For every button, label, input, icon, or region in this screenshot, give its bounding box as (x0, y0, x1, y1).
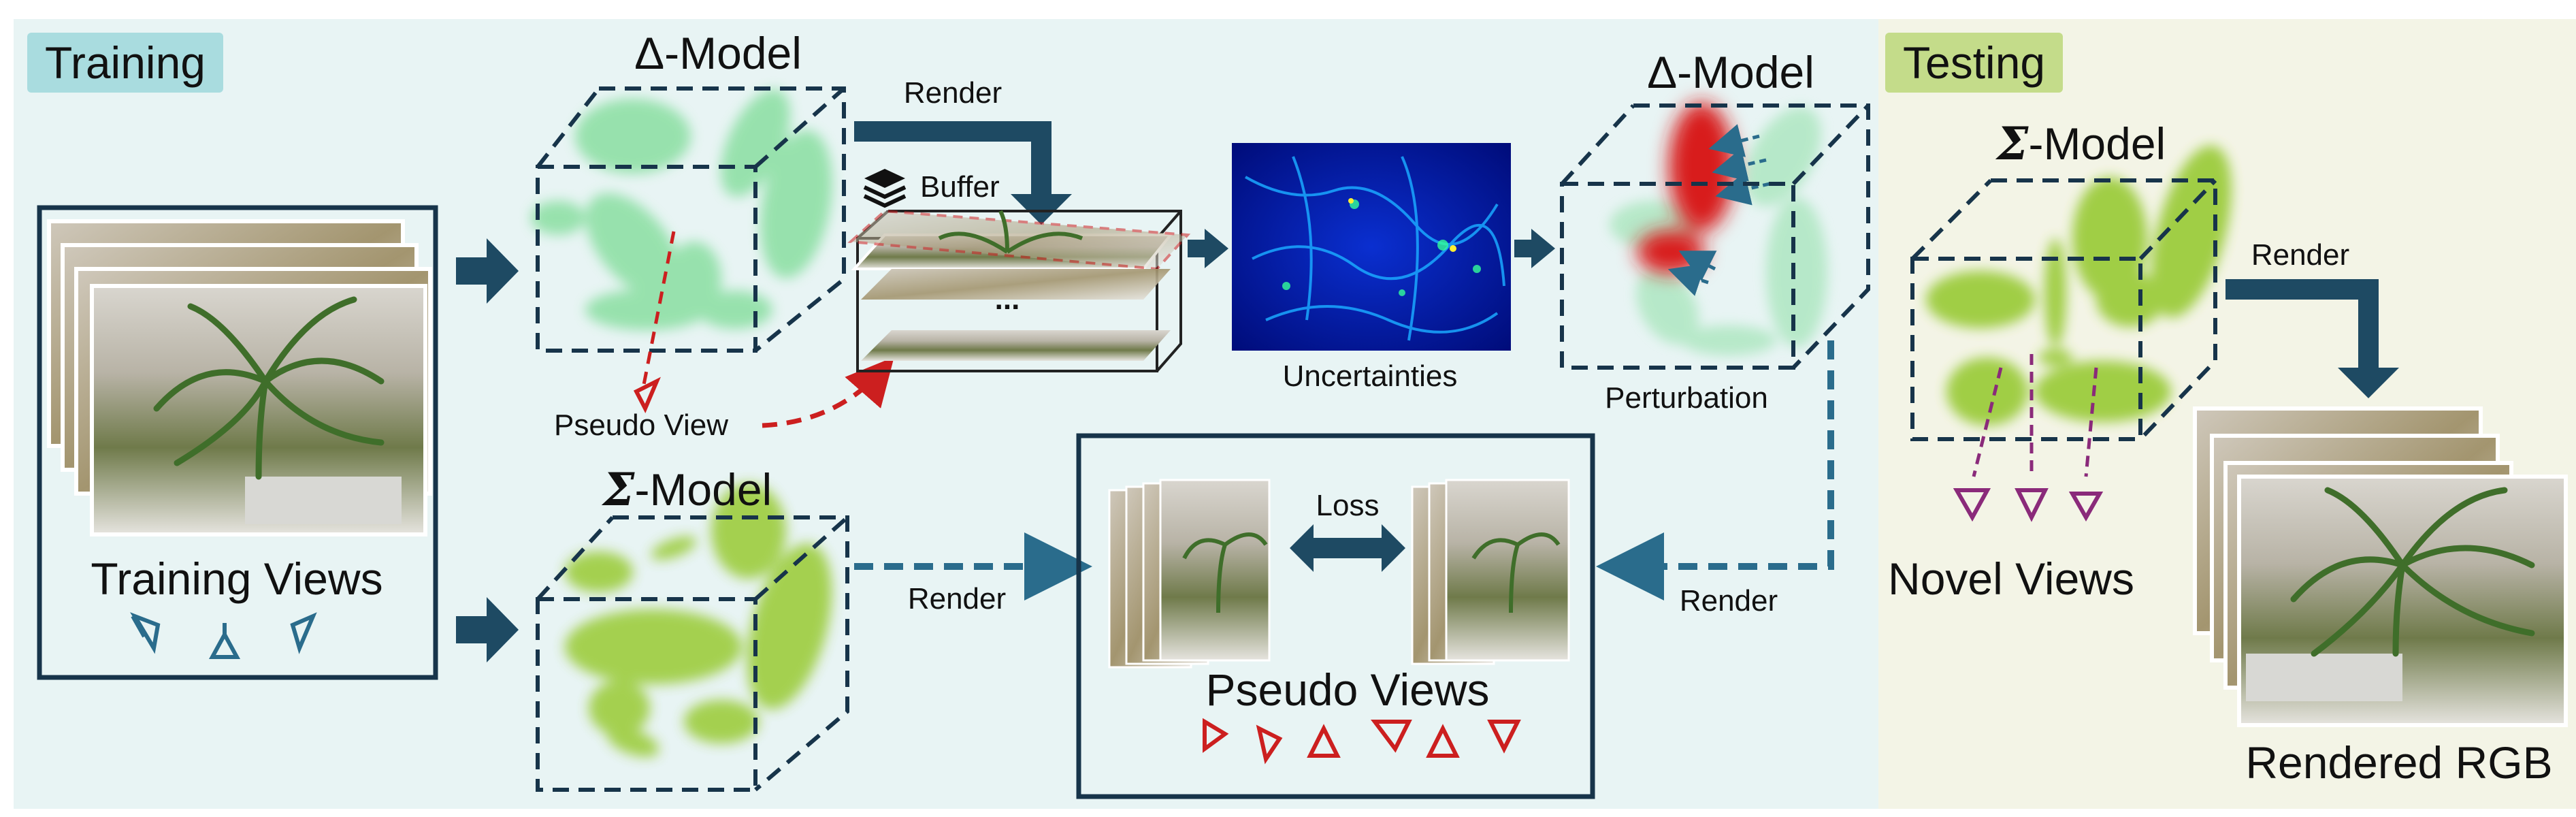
buffer-label: Buffer (920, 170, 1000, 204)
render-top-arrow (854, 121, 1072, 225)
loss-label: Loss (1316, 489, 1380, 522)
training-section-badge: Training (27, 33, 223, 93)
sigma-model-suffix: -Model (634, 464, 772, 515)
uncertainty-arrows (1188, 229, 1555, 268)
testing-section-badge: Testing (1885, 33, 2064, 93)
sigma-symbol-test: Σ (1996, 117, 2029, 170)
pseudo-view-cameras (1203, 718, 1521, 765)
buffer-ellipsis: ... (994, 283, 1020, 316)
pseudo-view-ray (633, 231, 894, 428)
rendered-rgb-label: Rendered RGB (2245, 737, 2553, 788)
pseudo-views-label: Pseudo Views (1205, 664, 1490, 715)
delta-model-top-title: Δ-Model (634, 28, 802, 78)
training-views-frame (37, 205, 438, 680)
sigma-model-bottom-title: Σ-Model (603, 463, 772, 516)
perturbation-label: Perturbation (1605, 381, 1768, 415)
buffer-stack (847, 209, 1191, 372)
flow-arrows-left (456, 238, 519, 662)
render-dashed-right (1596, 340, 1834, 600)
render-bottom-right-label: Render (1679, 584, 1778, 618)
buffer-layers-icon (863, 169, 907, 208)
pseudo-views-photos-left (1108, 479, 1271, 669)
uncertainties-label: Uncertainties (1282, 359, 1458, 393)
rendered-rgb-photos (2193, 406, 2568, 727)
sigma-model-test-suffix: -Model (2028, 118, 2166, 169)
pseudo-views-photos-right (1411, 479, 1570, 665)
training-views-photos (47, 219, 432, 536)
novel-view-rays (1972, 354, 2098, 477)
render-test-arrow (2226, 279, 2399, 398)
sigma-model-test-title: Σ-Model (1997, 117, 2166, 170)
pseudo-view-label: Pseudo View (553, 408, 729, 442)
pseudo-views-frame (1076, 433, 1595, 799)
training-view-cameras (130, 612, 317, 659)
delta-model-top-cube (531, 86, 846, 353)
render-bottom-left-label: Render (907, 582, 1007, 615)
training-views-label: Training Views (91, 554, 383, 604)
novel-views-label: Novel Views (1888, 554, 2134, 604)
loss-double-arrow (1290, 524, 1405, 572)
sigma-model-test-cube (1910, 145, 2232, 441)
uncertainty-heatmap (1232, 143, 1511, 351)
render-top-label: Render (903, 76, 1002, 110)
delta-model-right-title: Δ-Model (1647, 47, 1814, 97)
novel-view-cameras (1953, 488, 2104, 522)
sigma-symbol: Σ (602, 463, 635, 516)
render-test-label: Render (2251, 238, 2350, 272)
sigma-model-bottom-cube (536, 483, 849, 792)
delta-model-right-cube (1560, 102, 1870, 370)
